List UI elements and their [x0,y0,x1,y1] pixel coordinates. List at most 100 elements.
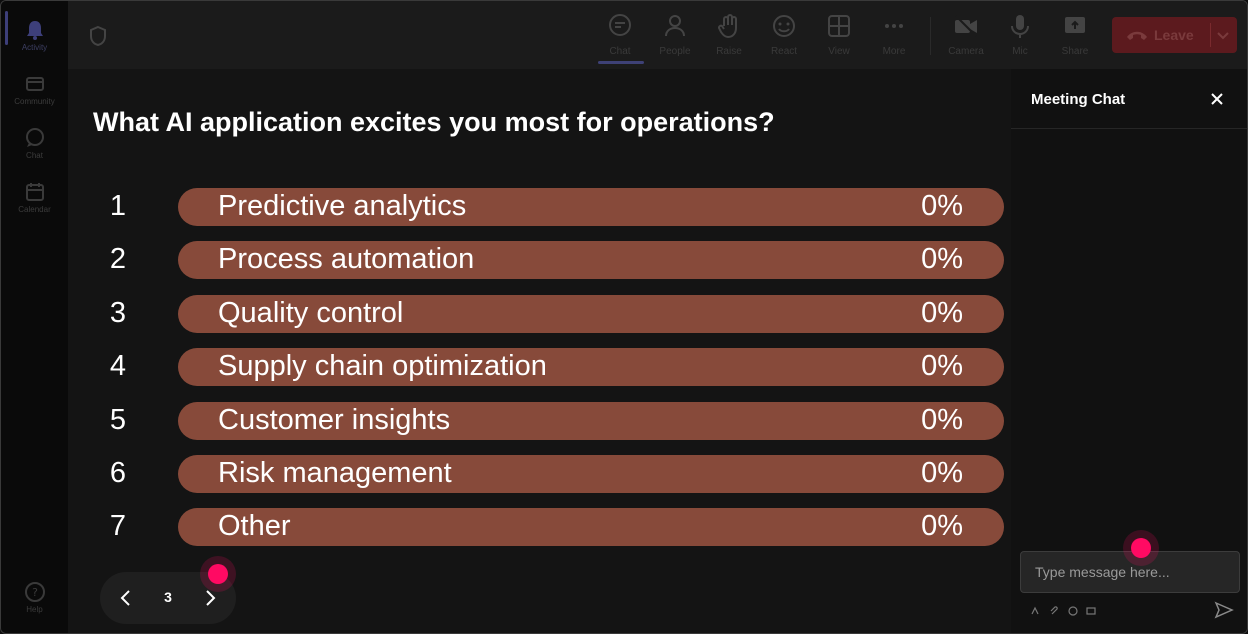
toolbar-react-button[interactable]: React [757,11,811,61]
toolbar-people-button[interactable]: People [648,11,702,61]
chevron-right-icon[interactable] [200,588,220,608]
rail-item-label: Activity [21,43,48,52]
toolbar-button-label: View [828,46,850,57]
more-icon [885,24,903,28]
chat-header: Meeting Chat [1011,69,1247,129]
toolbar-view-button[interactable]: View [812,11,866,61]
toolbar-button-label: Mic [1012,46,1028,57]
poll-option: 2 Process automation 0% [68,241,1011,279]
option-bar[interactable]: Predictive analytics 0% [178,188,1004,226]
option-percent: 0% [921,297,963,329]
format-icon[interactable] [1031,606,1041,616]
option-percent: 0% [921,243,963,275]
option-number: 1 [109,190,127,222]
option-percent: 0% [921,510,963,542]
rail-item-activity[interactable]: Activity [1,9,68,61]
poll-option: 1 Predictive analytics 0% [68,188,1011,226]
leave-button-label: Leave [1154,27,1194,43]
option-bar[interactable]: Customer insights 0% [178,402,1004,440]
send-icon[interactable] [1214,601,1234,619]
rail-item-label: Chat [26,151,43,160]
option-bar[interactable]: Other 0% [178,508,1004,546]
option-label: Supply chain optimization [218,350,547,382]
option-bar[interactable]: Quality control 0% [178,295,1004,333]
rail-item-help[interactable]: ? Help [1,571,68,623]
close-icon[interactable] [1209,91,1225,107]
bell-icon [26,21,43,40]
attach-icon[interactable] [1049,606,1059,616]
toolbar-raise-button[interactable]: Raise [702,11,756,61]
rail-item-chat[interactable]: Chat [1,117,68,169]
grid-icon [828,15,850,37]
poll-option: 4 Supply chain optimization 0% [68,348,1011,386]
chevron-left-icon[interactable] [116,588,136,608]
toolbar-button-label: Share [1061,46,1089,57]
pointer-highlight [1131,538,1151,558]
hang-up-icon [1127,31,1147,40]
option-number: 3 [109,297,127,329]
toolbar-camera-button[interactable]: Camera [939,11,993,61]
option-percent: 0% [921,190,963,222]
chevron-down-icon[interactable] [1216,29,1230,41]
toolbar-share-button[interactable]: Share [1048,11,1102,61]
option-label: Other [218,510,291,542]
gif-icon[interactable] [1086,606,1096,616]
rail-item-community[interactable]: Community [1,63,68,115]
page-number: 3 [164,589,172,605]
option-percent: 0% [921,404,963,436]
hand-icon [718,14,737,39]
poll-option: 6 Risk management 0% [68,455,1011,493]
meeting-chat-panel: Meeting Chat [1011,69,1247,633]
option-number: 5 [109,404,127,436]
poll-option: 7 Other 0% [68,508,1011,546]
help-icon: ? [24,582,45,602]
chat-message-input[interactable] [1020,551,1240,593]
toolbar-divider [930,17,931,55]
option-label: Quality control [218,297,404,329]
mic-icon [1011,15,1029,38]
option-number: 6 [109,457,127,489]
toolbar-button-label: Camera [948,46,984,57]
people-icon [665,15,685,37]
chat-icon [609,14,631,36]
meeting-toolbar: Chat People Raise React View More Camera [68,1,1247,69]
poll-panel: What AI application excites you most for… [68,69,1011,633]
option-number: 7 [109,510,127,542]
toolbar-button-label: React [770,46,798,57]
option-number: 2 [109,243,127,275]
rail-item-label: Calendar [18,205,51,214]
toolbar-button-label: Chat [609,46,631,57]
shield-icon[interactable] [88,25,108,47]
rail-item-label: Community [14,97,55,106]
option-bar[interactable]: Supply chain optimization 0% [178,348,1004,386]
option-bar[interactable]: Risk management 0% [178,455,1004,493]
toolbar-button-label: More [882,46,906,57]
poll-option: 5 Customer insights 0% [68,402,1011,440]
rail-item-calendar[interactable]: Calendar [1,171,68,223]
chat-icon [25,128,44,147]
option-label: Customer insights [218,404,451,436]
toolbar-button-label: Raise [716,46,742,57]
option-bar[interactable]: Process automation 0% [178,241,1004,279]
toolbar-mic-button[interactable]: Mic [993,11,1047,61]
toolbar-button-label: People [659,46,691,57]
chat-title: Meeting Chat [1031,91,1126,108]
option-number: 4 [109,350,127,382]
option-label: Predictive analytics [218,190,467,222]
option-label: Risk management [218,457,452,489]
left-rail: Activity Community Chat Calendar ? Help [1,1,68,633]
toolbar-more-button[interactable]: More [867,11,921,61]
smiley-icon [773,15,795,37]
calendar-icon [25,183,44,201]
option-percent: 0% [921,350,963,382]
community-icon [25,77,44,91]
emoji-icon[interactable] [1068,606,1078,616]
leave-button[interactable]: Leave [1112,17,1237,53]
leave-divider [1210,23,1211,47]
toolbar-chat-button[interactable]: Chat [593,11,647,64]
chat-formatting-tools [1031,603,1100,616]
rail-active-indicator [5,11,8,45]
pointer-highlight [208,564,228,584]
rail-item-label: Help [26,605,43,614]
